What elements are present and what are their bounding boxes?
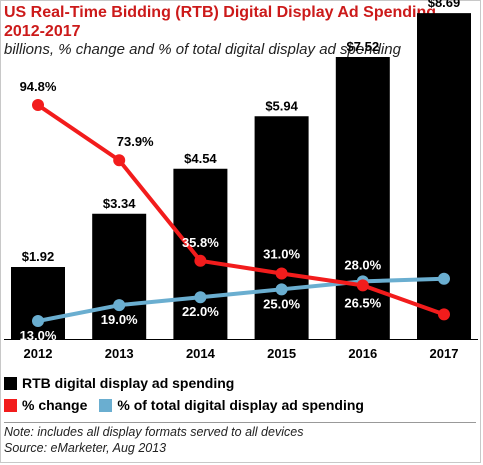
legend-item-change: % change [4,397,87,413]
change-label-2016: 26.5% [344,295,381,310]
bar-label-2013: $3.34 [103,196,136,211]
share-label-2017: 29.0% [426,255,463,270]
share-point-2017 [438,272,450,285]
bar-label-2014: $4.54 [184,151,217,166]
legend-swatch-rtb [4,376,17,390]
bar-label-2016: $7.52 [347,39,380,54]
change-line [36,103,446,317]
share-line [36,276,446,323]
legend-item-share: % of total digital display ad spending [99,397,364,413]
share-label-2015: 25.0% [263,296,300,311]
bar-2013 [92,213,147,339]
legend-label-share: % of total digital display ad spending [117,397,364,413]
bar-2017 [417,13,471,339]
chart-subtitle: billions, % change and % of total digita… [4,41,401,58]
bar-2014 [173,168,228,339]
change-label-2017: 15.5% [426,324,463,339]
x-tick-2015: 2015 [267,346,296,361]
bar-label-2015: $5.94 [265,98,298,113]
change-label-2013: 73.9% [117,134,154,149]
note-divider [4,422,476,423]
legend-label-rtb: RTB digital display ad spending [22,375,235,391]
share-point-2012 [32,315,44,327]
bar-2015 [254,116,309,339]
share-point-2013 [113,299,126,312]
share-label-2016: 28.0% [344,257,381,272]
chart-note: Note: includes all display formats serve… [4,425,304,439]
legend-row-1: RTB digital display ad spending [4,375,246,391]
bar-label-2017: $8.69 [428,0,461,10]
bar-label-2012: $1.92 [22,249,55,264]
legend-label-change: % change [22,397,88,413]
chart-title: US Real-Time Bidding (RTB) Digital Displ… [4,4,441,40]
x-tick-2012: 2012 [24,346,53,361]
legend-swatch-change [4,398,17,412]
change-label-2014: 35.8% [182,235,219,250]
change-point-2014 [194,254,207,267]
change-point-2013 [113,154,126,167]
change-label-2012: 94.8% [20,79,57,94]
share-point-2015 [275,283,288,296]
legend-row-2: % change % of total digital display ad s… [4,397,376,413]
share-point-2014 [194,291,207,304]
chart-source: Source: eMarketer, Aug 2013 [4,441,167,455]
legend-swatch-share [99,398,113,412]
chart-plot: $1.92 $3.34 $4.54 $5.94 $7.52 $8.69 2012 2013 20… [4,0,478,361]
legend-item-rtb: RTB digital display ad spending [4,375,234,391]
share-label-2012: 13.0% [20,328,57,343]
change-label-2015: 31.0% [263,246,300,261]
x-tick-2013: 2013 [105,346,134,361]
x-tick-2017: 2017 [430,346,459,361]
share-label-2014: 22.0% [182,304,219,319]
change-point-2016 [356,279,369,292]
x-tick-2016: 2016 [348,346,377,361]
share-label-2013: 19.0% [101,312,138,327]
change-point-2015 [275,267,288,280]
change-point-2012 [32,99,44,112]
x-tick-2014: 2014 [186,346,216,361]
change-point-2017 [438,308,450,321]
